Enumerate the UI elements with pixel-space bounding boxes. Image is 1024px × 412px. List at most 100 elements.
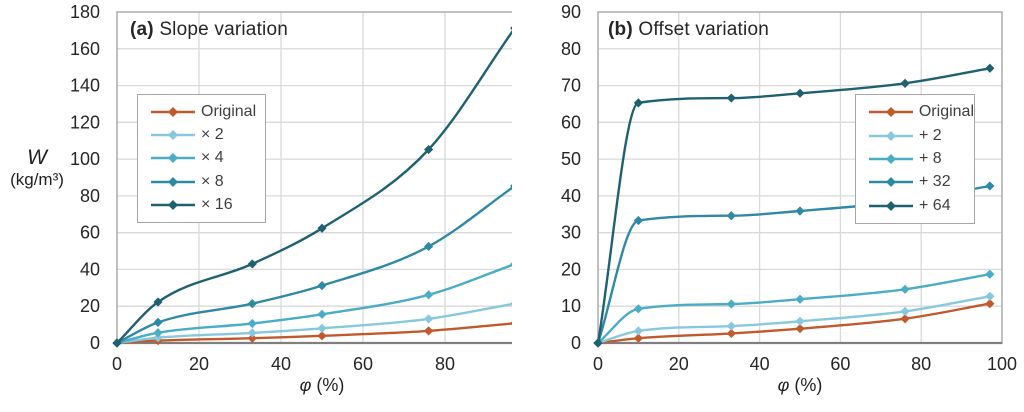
y-tick-label: 120 xyxy=(70,112,100,132)
data-point-marker xyxy=(633,326,643,336)
y-tick-label: 90 xyxy=(561,2,581,22)
legend-marker-icon xyxy=(151,199,195,210)
legend-marker-icon xyxy=(869,153,913,164)
data-point-marker xyxy=(247,259,257,269)
legend-item: + 64 xyxy=(868,197,974,215)
data-point-marker xyxy=(247,333,257,343)
data-point-marker xyxy=(795,316,805,326)
data-point-marker xyxy=(985,291,995,301)
panel-a-label: (a) xyxy=(130,19,154,40)
data-point-marker xyxy=(153,297,163,307)
y-axis-units: (kg/m³) xyxy=(10,170,64,190)
y-axis-title: W (kg/m³) xyxy=(0,146,74,190)
y-tick-label: 30 xyxy=(561,223,581,243)
legend-label: Original xyxy=(918,103,974,121)
x-tick-label: 20 xyxy=(669,354,689,374)
y-tick-label: 40 xyxy=(561,186,581,206)
legend-label: × 4 xyxy=(201,149,224,167)
data-point-marker xyxy=(985,181,995,191)
data-point-marker xyxy=(424,314,434,324)
data-point-marker xyxy=(985,269,995,279)
x-tick-label: 80 xyxy=(911,354,931,374)
data-point-marker xyxy=(317,309,327,319)
legend-label: + 64 xyxy=(919,196,951,214)
series-line-Original xyxy=(115,322,512,345)
x-axis-symbol-b: φ xyxy=(777,375,790,395)
data-point-marker xyxy=(726,93,736,103)
x-tick-label: 0 xyxy=(112,354,122,374)
data-point-marker xyxy=(317,223,327,233)
y-axis-symbol: W xyxy=(27,146,47,169)
data-point-marker xyxy=(153,328,163,338)
legend-b: Original + 2 + 8 + 32 + 64 xyxy=(855,94,975,224)
data-point-marker xyxy=(726,211,736,221)
x-tick-label: 20 xyxy=(189,354,209,374)
panel-b-title-text: Offset variation xyxy=(638,19,769,40)
legend-a: Original × 2 × 4 × 8 × 16 xyxy=(137,94,266,223)
y-tick-label: 80 xyxy=(561,39,581,59)
legend-marker-icon xyxy=(151,153,195,164)
y-tick-label: 140 xyxy=(70,76,100,96)
legend-marker-icon xyxy=(151,130,195,141)
x-tick-label: 60 xyxy=(830,354,850,374)
y-tick-label: 60 xyxy=(80,223,100,243)
data-point-marker xyxy=(424,326,434,336)
legend-label: × 16 xyxy=(201,195,233,213)
legend-marker-icon xyxy=(869,200,913,211)
x-axis-title-b: φ (%) xyxy=(720,375,880,396)
y-tick-label: 0 xyxy=(571,333,581,353)
data-point-marker xyxy=(424,241,434,252)
legend-marker-icon xyxy=(151,107,195,118)
data-point-marker xyxy=(510,301,512,306)
data-point-marker xyxy=(510,262,512,267)
x-tick-label: 80 xyxy=(435,354,455,374)
plot-canvas-b: 0 10 20 30 40 50 60 70 80 90 0 20 40 60 80 100 xyxy=(561,2,1017,374)
data-point-marker xyxy=(153,333,163,343)
series-line-Original xyxy=(596,302,992,345)
data-point-marker xyxy=(510,26,512,31)
legend-label: × 8 xyxy=(201,172,224,190)
legend-marker-icon xyxy=(151,176,195,187)
legend-item: + 2 xyxy=(868,127,974,145)
y-tick-label: 20 xyxy=(80,296,100,316)
y-tick-label: 100 xyxy=(70,149,100,169)
data-point-marker xyxy=(247,328,257,338)
panel-b-title: (b) Offset variation xyxy=(608,19,769,41)
y-tick-label: 40 xyxy=(80,259,100,279)
data-point-marker xyxy=(247,299,257,309)
legend-item: × 16 xyxy=(150,196,265,214)
panel-a-title-text: Slope variation xyxy=(159,19,289,40)
legend-label: + 8 xyxy=(919,149,942,167)
data-point-marker xyxy=(424,290,434,300)
data-point-marker xyxy=(247,318,257,329)
data-point-marker xyxy=(317,323,327,333)
legend-item: + 32 xyxy=(868,173,974,191)
data-point-marker xyxy=(633,304,643,314)
legend-item: Original xyxy=(150,103,265,121)
legend-item: × 4 xyxy=(150,149,265,167)
data-point-marker xyxy=(900,306,910,316)
data-point-marker xyxy=(900,78,910,88)
legend-item: × 8 xyxy=(150,173,265,191)
y-tick-label: 70 xyxy=(561,76,581,96)
data-point-marker xyxy=(593,338,603,348)
data-point-marker xyxy=(985,63,995,73)
data-point-marker xyxy=(795,294,805,304)
y-tick-label: 50 xyxy=(561,149,581,169)
legend-label: × 2 xyxy=(201,126,224,144)
legend-marker-icon xyxy=(869,107,913,118)
y-tick-label: 10 xyxy=(561,296,581,316)
y-tick-label: 80 xyxy=(80,186,100,206)
data-point-marker xyxy=(726,321,736,331)
x-tick-label: 60 xyxy=(353,354,373,374)
plot-canvas-a: 020406080100120140160180020406080100 xyxy=(70,2,512,374)
data-point-marker xyxy=(726,299,736,309)
x-tick-label: 40 xyxy=(271,354,291,374)
y-tick-label: 160 xyxy=(70,39,100,59)
x-tick-label: 40 xyxy=(750,354,770,374)
y-tick-label: 180 xyxy=(70,2,100,22)
legend-label: + 2 xyxy=(919,126,942,144)
panel-a-title: (a) Slope variation xyxy=(130,19,288,41)
legend-marker-icon xyxy=(869,130,913,141)
